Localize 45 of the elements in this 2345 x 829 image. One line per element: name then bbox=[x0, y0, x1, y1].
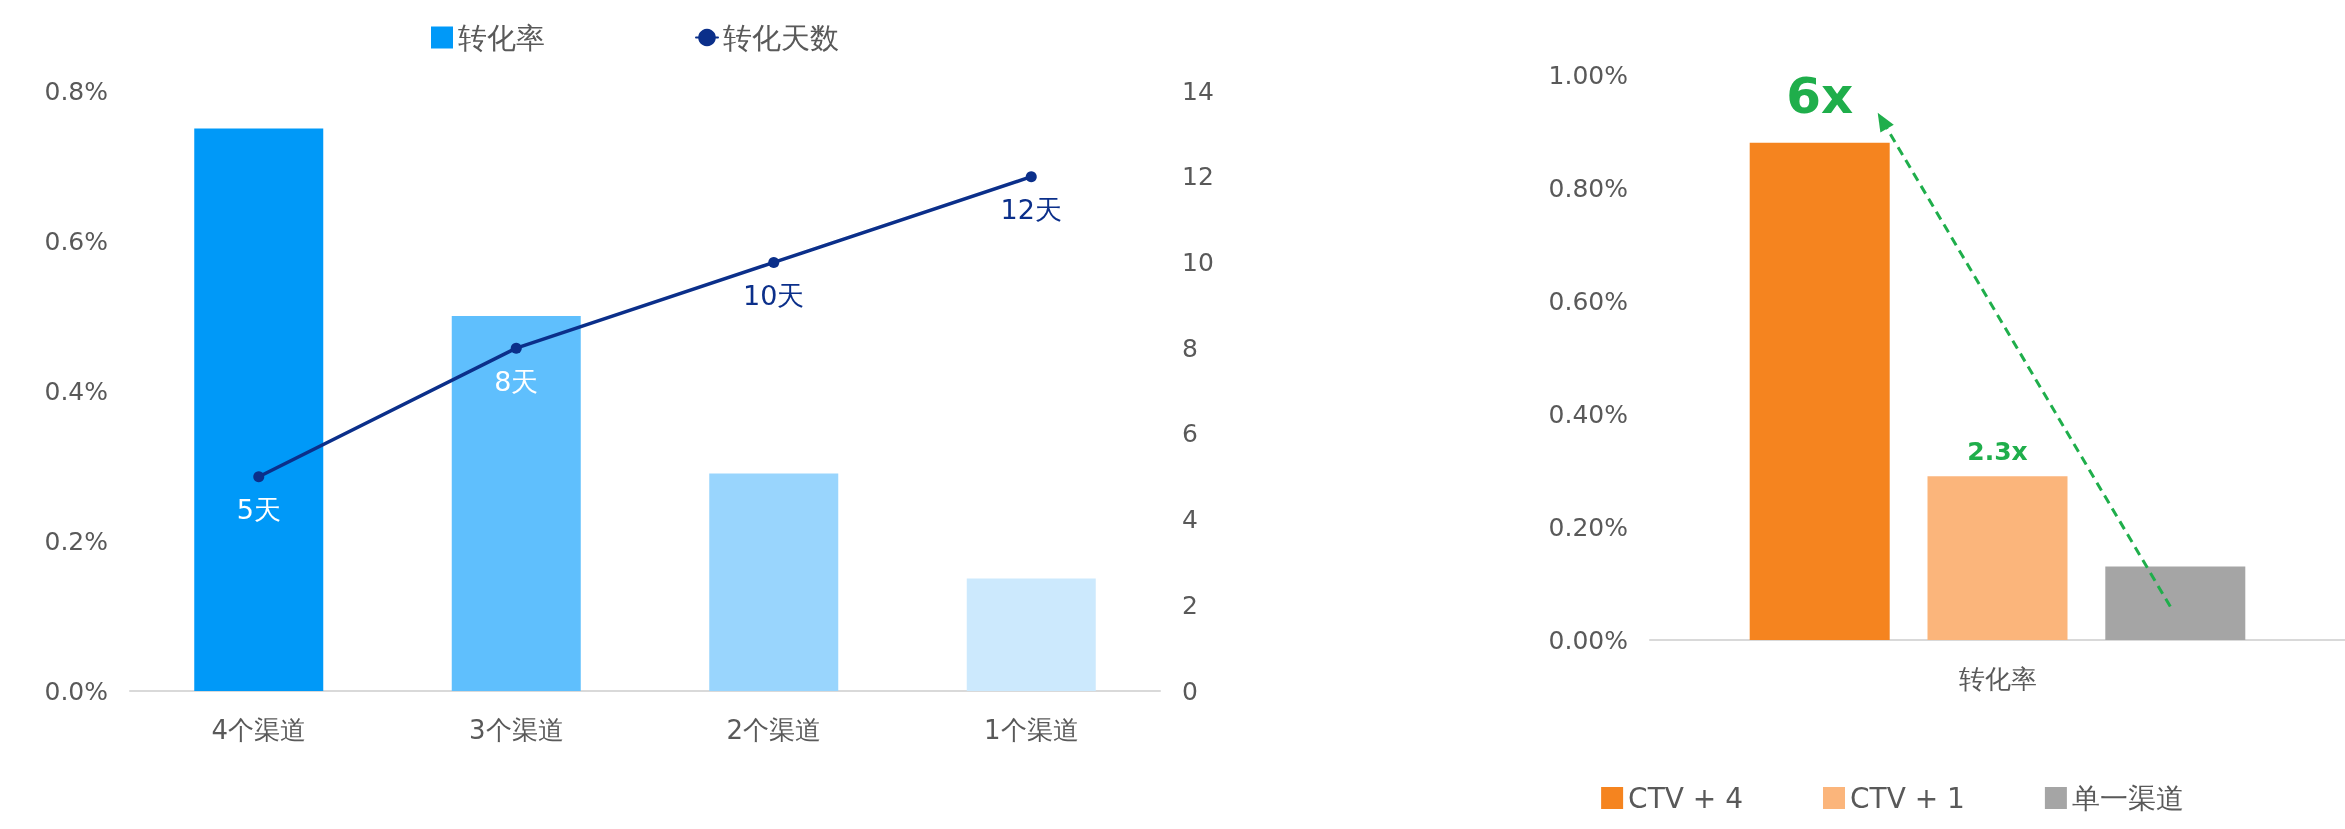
point bbox=[768, 256, 780, 268]
x-tick-label: 3个渠道 bbox=[468, 715, 564, 745]
y-tick-label: 0.60% bbox=[1548, 286, 1628, 316]
bar bbox=[194, 128, 324, 691]
data-label: 10天 bbox=[743, 279, 805, 311]
x-tick-label: 2个渠道 bbox=[726, 715, 822, 745]
bar bbox=[451, 316, 581, 691]
y-tick-label: 0.6% bbox=[44, 226, 108, 256]
legend-label: CTV + 1 bbox=[1850, 781, 1965, 815]
legend-label: 转化天数 bbox=[723, 20, 839, 55]
y2-tick-label: 0 bbox=[1182, 676, 1198, 706]
y-tick-label: 0.40% bbox=[1548, 399, 1628, 429]
y2-tick-label: 10 bbox=[1182, 247, 1214, 277]
data-label: 5天 bbox=[236, 494, 281, 526]
legend-label: 转化率 bbox=[458, 20, 545, 55]
point bbox=[253, 471, 265, 483]
y2-tick-label: 2 bbox=[1182, 590, 1198, 620]
bar bbox=[709, 473, 839, 691]
y-tick-label: 0.0% bbox=[44, 676, 108, 706]
y-tick-label: 0.00% bbox=[1548, 625, 1628, 655]
annotation: 2.3x bbox=[1967, 437, 2028, 467]
data-label: 12天 bbox=[1000, 194, 1062, 226]
y-tick-label: 0.4% bbox=[44, 376, 108, 406]
y2-tick-label: 14 bbox=[1182, 76, 1214, 106]
legend-label: 单一渠道 bbox=[2071, 781, 2184, 815]
data-label: 8天 bbox=[494, 365, 539, 397]
y-tick-label: 1.00% bbox=[1548, 60, 1628, 90]
x-tick-label: 4个渠道 bbox=[211, 715, 307, 745]
bar bbox=[966, 578, 1096, 691]
y2-tick-label: 4 bbox=[1182, 505, 1198, 535]
y2-tick-label: 6 bbox=[1182, 419, 1198, 449]
y-tick-label: 0.80% bbox=[1548, 173, 1628, 203]
bar bbox=[2105, 566, 2246, 640]
point bbox=[1025, 171, 1037, 183]
y-tick-label: 0.20% bbox=[1548, 512, 1628, 542]
x-tick-label: 1个渠道 bbox=[983, 715, 1079, 745]
y-tick-label: 0.8% bbox=[44, 76, 108, 106]
y2-tick-label: 12 bbox=[1182, 162, 1214, 192]
y2-tick-label: 8 bbox=[1182, 333, 1198, 363]
point bbox=[510, 342, 522, 354]
y-tick-label: 0.2% bbox=[44, 526, 108, 556]
bar bbox=[1927, 476, 2068, 640]
legend-label: CTV + 4 bbox=[1628, 781, 1744, 815]
bar bbox=[1749, 142, 1890, 640]
annotation: 6x bbox=[1786, 66, 1854, 125]
